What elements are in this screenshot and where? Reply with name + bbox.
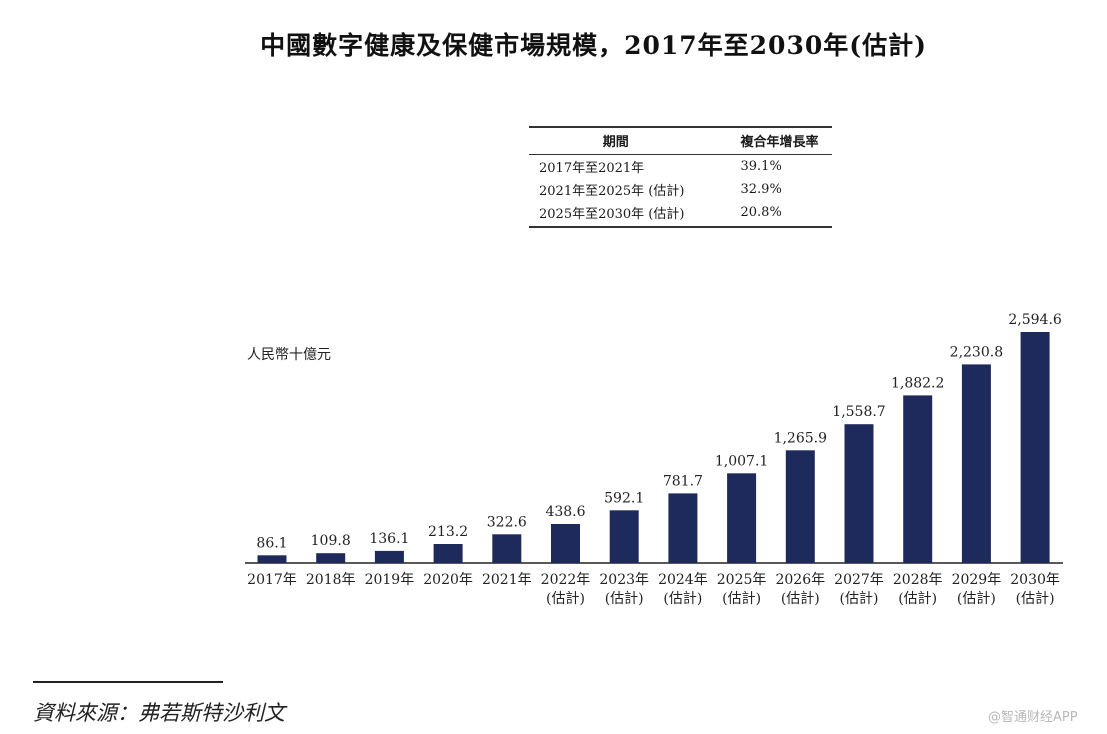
bar-value-label: 1,882.2 bbox=[891, 375, 944, 391]
bar-value-label: 592.1 bbox=[604, 490, 644, 506]
bar bbox=[316, 553, 346, 563]
bar bbox=[374, 550, 404, 563]
bar bbox=[609, 510, 639, 563]
cagr-header-period: 期間 bbox=[529, 126, 703, 155]
bar bbox=[433, 544, 463, 563]
x-tick-label: 2019年 bbox=[365, 572, 415, 588]
bars-group bbox=[257, 332, 1050, 563]
x-tick-label: 2025年 bbox=[717, 572, 767, 588]
bar-value-label: 2,230.8 bbox=[950, 344, 1003, 360]
x-tick-label: 2028年 bbox=[893, 572, 943, 588]
bar bbox=[668, 493, 698, 563]
x-tick-labels-group: 2017年 2018年 2019年 2020年 2021年 2022年 (估計) 2023年 (… bbox=[247, 572, 1060, 607]
x-tick-label: 2023年 bbox=[599, 572, 649, 588]
x-tick-sublabel: (估計) bbox=[781, 591, 820, 607]
bar bbox=[844, 424, 874, 563]
bar-value-label: 86.1 bbox=[256, 535, 287, 551]
cagr-table: 期間 複合年增長率 2017年至2021年 39.1% 2021年至2025年 … bbox=[529, 126, 832, 228]
bar bbox=[257, 555, 287, 563]
x-tick-label: 2026年 bbox=[775, 572, 825, 588]
x-tick-sublabel: (估計) bbox=[722, 591, 761, 607]
bar-value-label: 136.1 bbox=[369, 531, 409, 547]
x-tick-label: 2022年 bbox=[541, 572, 591, 588]
x-tick-label: 2024年 bbox=[658, 572, 708, 588]
cagr-table-row: 2025年至2030年 (估計) 20.8% bbox=[529, 201, 832, 228]
bar-value-label: 1,558.7 bbox=[832, 404, 885, 420]
cagr-table-row: 2021年至2025年 (估計) 32.9% bbox=[529, 178, 832, 201]
x-tick-sublabel: (估計) bbox=[840, 591, 879, 607]
value-labels-group: 86.1 109.8 136.1 213.2 322.6 438.6 592.1 781.7 1… bbox=[256, 312, 1061, 551]
bar-value-label: 322.6 bbox=[487, 514, 527, 530]
bar-value-label: 1,007.1 bbox=[715, 453, 768, 469]
bar bbox=[551, 524, 580, 563]
y-axis-label: 人民幣十億元 bbox=[247, 347, 331, 363]
bar bbox=[785, 450, 815, 563]
bar bbox=[903, 395, 933, 563]
bar-value-label: 1,265.9 bbox=[774, 430, 827, 446]
x-tick-sublabel: (估計) bbox=[957, 591, 996, 607]
x-tick-label: 2021年 bbox=[482, 572, 532, 588]
cagr-header-rate: 複合年增長率 bbox=[702, 126, 832, 155]
bar bbox=[727, 473, 757, 563]
cagr-rate: 20.8% bbox=[702, 201, 832, 228]
cagr-table-row: 2017年至2021年 39.1% bbox=[529, 155, 832, 179]
bar-value-label: 2,594.6 bbox=[1008, 312, 1062, 328]
cagr-period: 2017年至2021年 bbox=[539, 161, 645, 176]
bar bbox=[1020, 332, 1050, 563]
cagr-period: 2021年至2025年 (估計) bbox=[539, 184, 685, 199]
watermark: @智通财经APP bbox=[988, 710, 1078, 725]
x-tick-label: 2018年 bbox=[306, 572, 356, 588]
bar bbox=[492, 534, 522, 563]
source-divider bbox=[33, 681, 223, 683]
x-tick-label: 2029年 bbox=[952, 572, 1002, 588]
source-note: 資料來源：弗若斯特沙利文 bbox=[33, 701, 285, 725]
x-tick-sublabel: (估計) bbox=[1016, 591, 1055, 607]
x-tick-sublabel: (估計) bbox=[546, 591, 585, 607]
chart-title: 中國數字健康及保健市場規模，2017年至2030年(估計) bbox=[260, 31, 927, 60]
x-tick-label: 2017年 bbox=[247, 572, 297, 588]
cagr-rate: 39.1% bbox=[740, 159, 782, 174]
x-tick-sublabel: (估計) bbox=[898, 591, 937, 607]
x-tick-label: 2020年 bbox=[423, 572, 473, 588]
bar-value-label: 109.8 bbox=[311, 533, 351, 549]
x-tick-label: 2030年 bbox=[1010, 572, 1060, 588]
cagr-period: 2025年至2030年 (估計) bbox=[529, 201, 703, 228]
cagr-table-header-row: 期間 複合年增長率 bbox=[529, 126, 832, 155]
cagr-rate: 32.9% bbox=[740, 182, 782, 197]
x-tick-sublabel: (估計) bbox=[605, 591, 644, 607]
bar-value-label: 781.7 bbox=[663, 473, 703, 489]
bar-value-label: 438.6 bbox=[545, 504, 585, 520]
bar-value-label: 213.2 bbox=[428, 524, 468, 540]
x-tick-sublabel: (估計) bbox=[663, 591, 702, 607]
x-tick-label: 2027年 bbox=[834, 572, 884, 588]
bar bbox=[961, 364, 991, 563]
